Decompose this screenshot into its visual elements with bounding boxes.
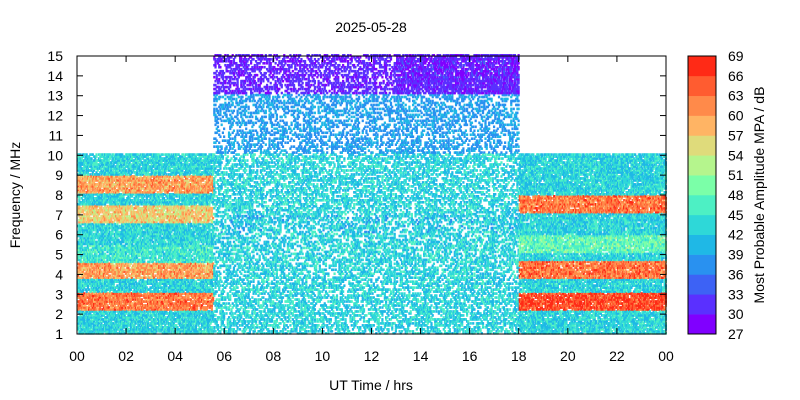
heatmap-cell — [83, 213, 85, 216]
heatmap-cell — [125, 169, 127, 172]
chart-title: 2025-05-28 — [335, 19, 407, 35]
heatmap-cell — [109, 257, 111, 260]
heatmap-cell — [129, 268, 131, 271]
heatmap-cells — [77, 54, 667, 335]
heatmap-cell — [95, 153, 97, 156]
heatmap-cell — [124, 268, 126, 271]
heatmap-cell — [91, 157, 93, 160]
